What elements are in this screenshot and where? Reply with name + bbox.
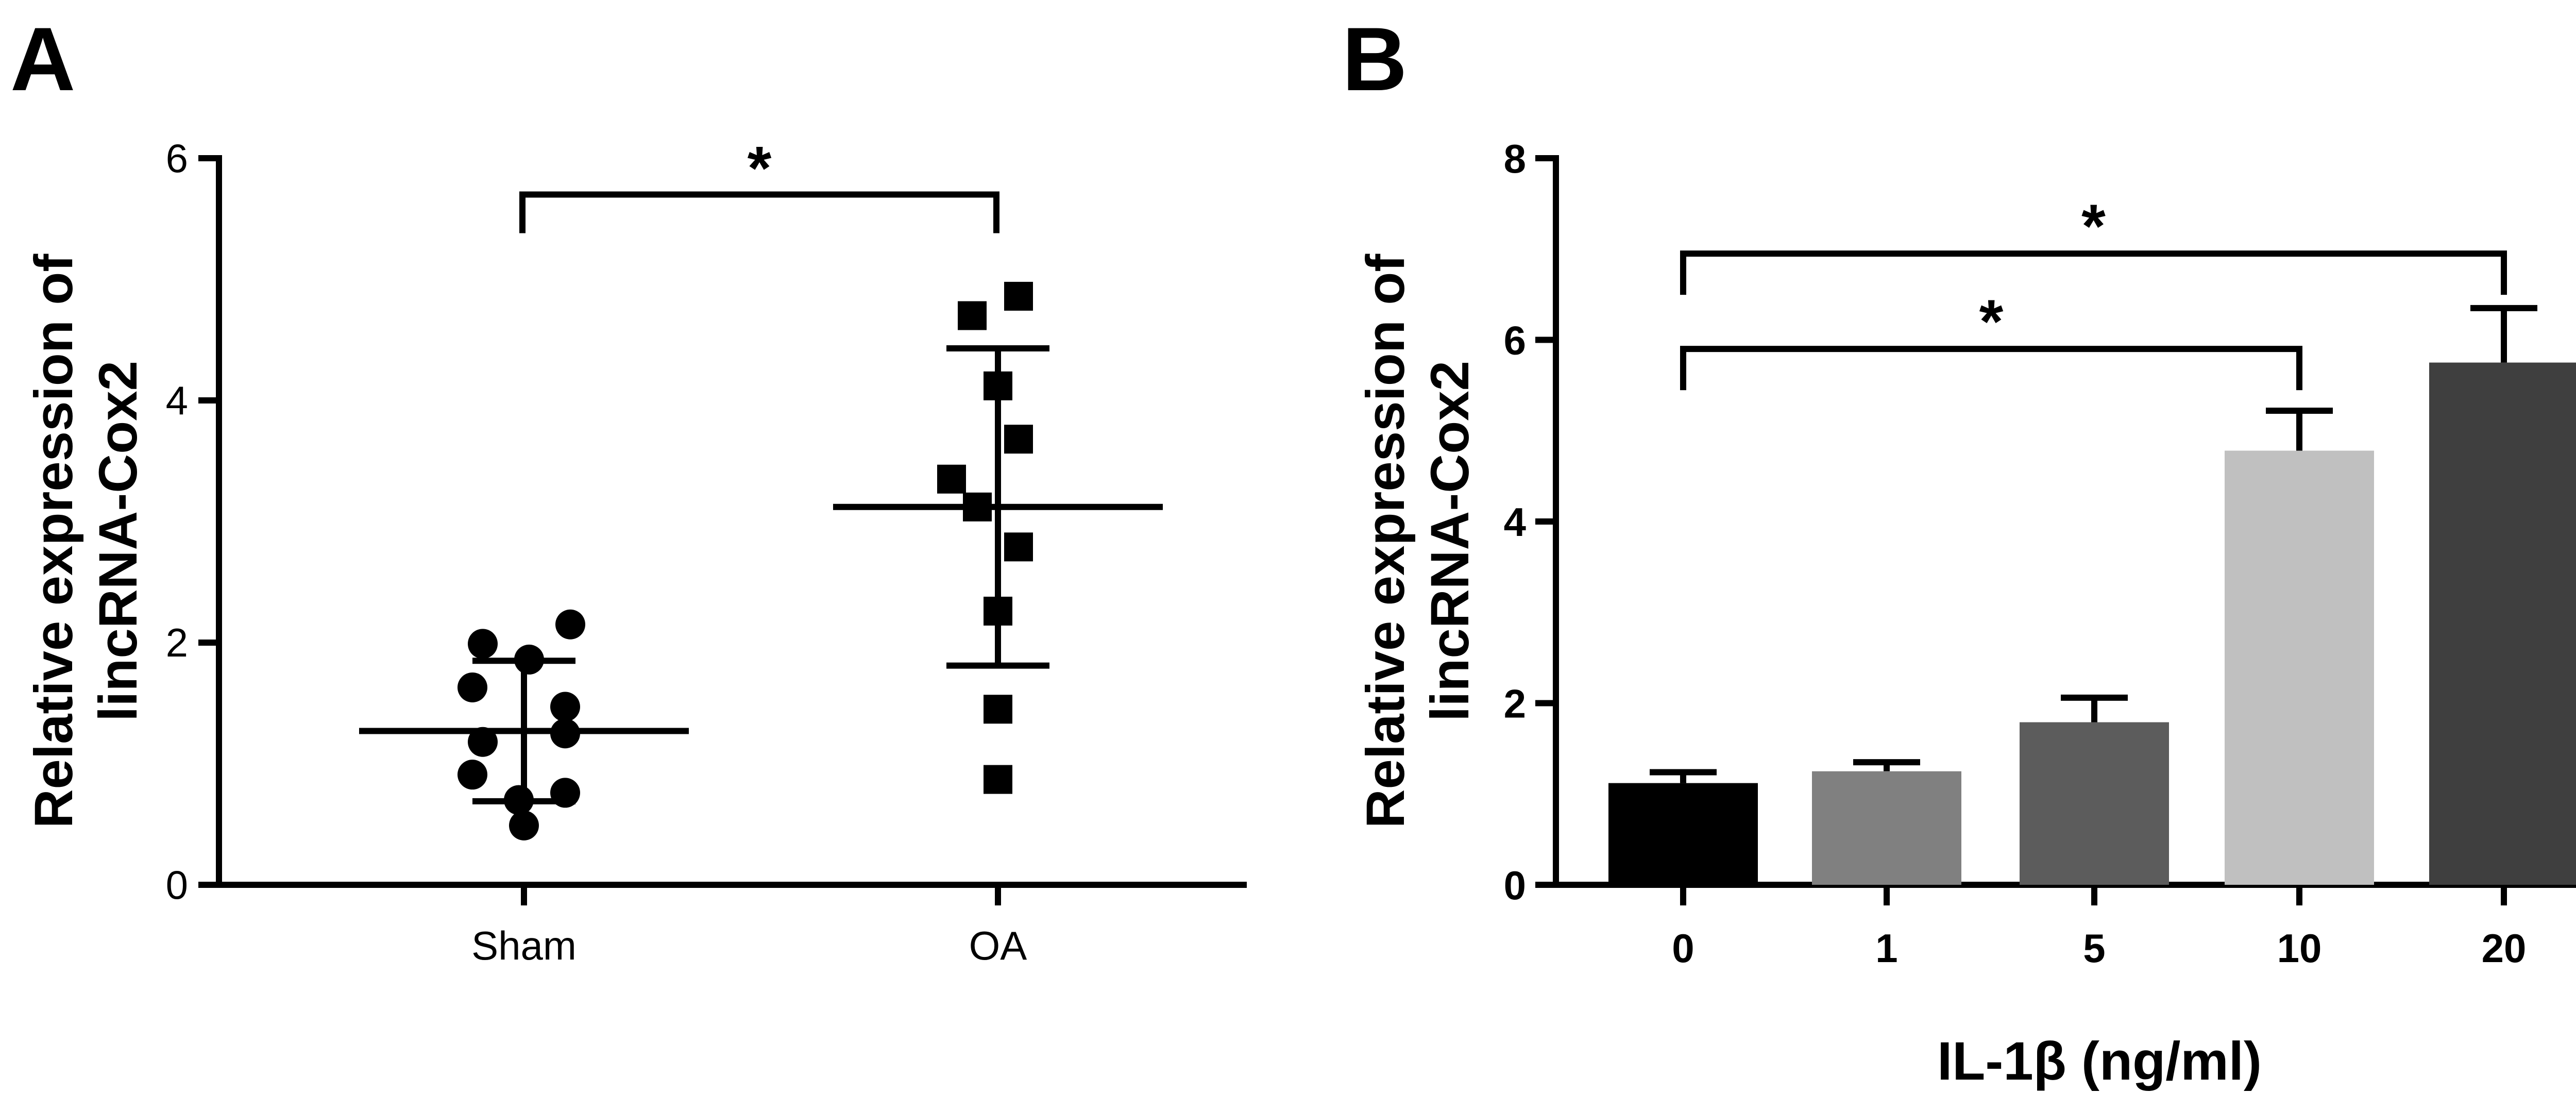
panel-b-y-tick-label: 2 xyxy=(1504,681,1526,727)
panel-b-y-tick-label: 8 xyxy=(1504,136,1526,181)
panel-a-point-sham xyxy=(555,609,585,640)
panel-b-label: B xyxy=(1342,9,1407,110)
panel-a-x-ticks: Sham OA xyxy=(471,885,1027,968)
panel-b-bar xyxy=(2020,722,2169,885)
panel-a-data-points xyxy=(359,281,1163,840)
panel-a-point-oa xyxy=(984,695,1012,724)
panel-b-x-ticks: 0 1 5 10 20 xyxy=(1672,885,2526,971)
panel-a-y-tick-label: 4 xyxy=(166,378,188,423)
panel-a-point-oa xyxy=(1004,532,1033,562)
panel-a-ylabel-line2: lincRNA-Cox2 xyxy=(88,361,148,721)
panel-b-x-tick-label: 1 xyxy=(1875,926,1897,971)
panel-a-point-oa xyxy=(958,301,987,330)
panel-a: A Relative expression of lincRNA-Cox2 0 2… xyxy=(10,9,1247,968)
panel-a-ylabel: Relative expression of lincRNA-Cox2 xyxy=(24,254,148,829)
panel-b-x-tick-label: 5 xyxy=(2083,926,2105,971)
panel-b-ylabel-line2: lincRNA-Cox2 xyxy=(1420,361,1480,721)
panel-b-significance-bracket xyxy=(1680,250,2507,295)
panel-b-x-tick-label: 10 xyxy=(2277,926,2322,971)
panel-a-significance: * xyxy=(519,134,999,233)
panel-a-point-sham xyxy=(509,810,539,840)
panel-a-point-sham xyxy=(457,760,487,790)
panel-a-y-tick-label: 2 xyxy=(166,620,188,665)
panel-a-point-sham xyxy=(550,692,580,722)
panel-a-point-sham xyxy=(468,629,498,659)
panel-b: B Relative expression of lincRNA-Cox2 IL… xyxy=(1342,9,2576,1091)
panel-b-ylabel-line1: Relative expression of xyxy=(1355,254,1416,829)
panel-a-point-sham xyxy=(457,672,487,702)
panel-b-y-tick-label: 6 xyxy=(1504,318,1526,363)
panel-b-xlabel: IL-1β (ng/ml) xyxy=(1937,1031,2262,1091)
panel-b-bar xyxy=(2225,450,2374,885)
panel-a-point-oa xyxy=(937,464,966,494)
panel-b-y-ticks: 0 2 4 6 8 xyxy=(1504,136,1556,908)
panel-a-x-tick-label: OA xyxy=(969,923,1027,968)
panel-b-x-tick-label: 0 xyxy=(1672,926,1694,971)
panel-a-significance-label: * xyxy=(748,134,772,203)
panel-a-label: A xyxy=(10,9,75,110)
panel-a-point-oa xyxy=(1004,425,1033,454)
panel-b-significance-label: * xyxy=(1979,287,2004,356)
panel-a-point-sham xyxy=(468,727,498,757)
panel-b-bar xyxy=(1812,771,1961,885)
panel-a-y-tick-label: 6 xyxy=(166,136,188,181)
panel-b-bar xyxy=(1608,783,1758,885)
panel-a-y-tick-label: 0 xyxy=(166,862,188,907)
panel-b-bars xyxy=(1608,305,2576,885)
panel-b-bar xyxy=(2429,362,2576,885)
panel-b-y-tick-label: 4 xyxy=(1504,499,1526,545)
panel-b-y-tick-label: 0 xyxy=(1504,863,1526,908)
panel-b-ylabel: Relative expression of lincRNA-Cox2 xyxy=(1355,254,1480,829)
panel-b-significance-bracket xyxy=(1680,346,2302,391)
panel-a-point-oa xyxy=(984,765,1012,794)
panel-a-point-oa xyxy=(1004,281,1033,311)
panel-a-significance-bracket xyxy=(519,191,999,233)
panel-a-axes xyxy=(216,155,1247,888)
panel-a-y-ticks: 0 2 4 6 xyxy=(166,136,219,907)
panel-b-significance: ** xyxy=(1680,192,2507,391)
panel-b-significance-label: * xyxy=(2081,192,2106,261)
panel-b-x-tick-label: 20 xyxy=(2482,926,2527,971)
panel-a-x-tick-label: Sham xyxy=(471,923,577,968)
panel-a-ylabel-line1: Relative expression of xyxy=(24,254,84,829)
